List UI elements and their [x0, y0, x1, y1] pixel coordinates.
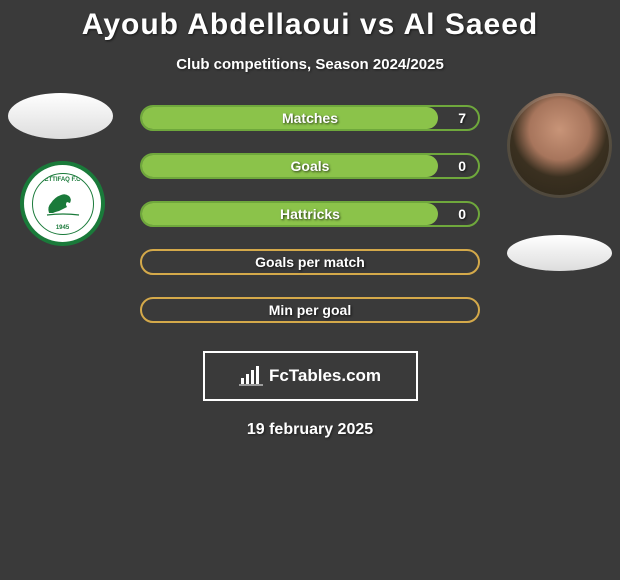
- club-logo-year: 1945: [33, 225, 93, 231]
- bar-chart-icon: [239, 366, 263, 386]
- club-logo-right-placeholder: [507, 235, 612, 271]
- branding-box[interactable]: FcTables.com: [203, 351, 418, 401]
- stat-label: Goals per match: [142, 254, 478, 270]
- stat-row: Hattricks0: [140, 201, 480, 227]
- comparison-card: Ayoub Abdellaoui vs Al Saeed Club compet…: [0, 0, 620, 439]
- player-left-avatar-placeholder: [8, 93, 113, 139]
- player-right-avatar: [507, 93, 612, 198]
- club-logo-left-inner: ETTIFAQ F.C 1945: [32, 173, 94, 235]
- stat-value-right: 0: [458, 206, 466, 222]
- stat-row: Min per goal: [140, 297, 480, 323]
- stat-label: Min per goal: [142, 302, 478, 318]
- date-line: 19 february 2025: [0, 421, 620, 439]
- stat-rows: Matches7Goals0Hattricks0Goals per matchM…: [140, 105, 480, 323]
- club-logo-text-top: ETTIFAQ F.C: [33, 177, 93, 183]
- page-title: Ayoub Abdellaoui vs Al Saeed: [0, 8, 620, 42]
- stat-value-right: 0: [458, 158, 466, 174]
- stat-label: Hattricks: [142, 206, 478, 222]
- stat-row: Goals per match: [140, 249, 480, 275]
- branding-text: FcTables.com: [269, 366, 381, 386]
- stat-row: Matches7: [140, 105, 480, 131]
- stat-label: Matches: [142, 110, 478, 126]
- horse-icon: [43, 189, 83, 219]
- stats-area: ETTIFAQ F.C 1945 Matches7Goals0Hattricks…: [0, 105, 620, 323]
- stat-row: Goals0: [140, 153, 480, 179]
- club-logo-left: ETTIFAQ F.C 1945: [20, 161, 105, 246]
- subtitle: Club competitions, Season 2024/2025: [0, 56, 620, 73]
- stat-value-right: 7: [458, 110, 466, 126]
- stat-label: Goals: [142, 158, 478, 174]
